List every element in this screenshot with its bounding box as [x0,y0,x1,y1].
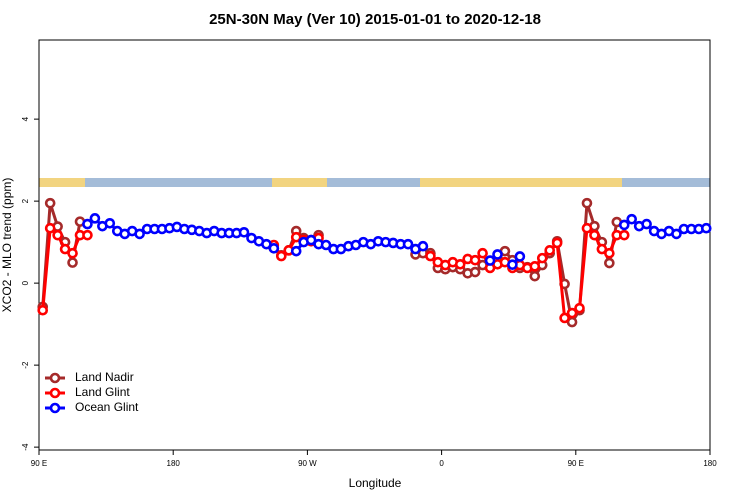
data-point [700,222,712,234]
data-point [417,240,429,252]
series [82,213,712,270]
data-point [268,242,280,254]
data-point [604,247,615,259]
data-point [82,229,93,241]
data-point [67,247,78,259]
data-point [581,222,593,234]
data-point [261,238,272,250]
y-tick-label: -2 [21,361,30,369]
data-point [52,229,63,241]
data-point [320,239,332,251]
data-point [507,259,518,270]
data-point [596,243,608,255]
data-point [305,234,317,246]
data-point [59,243,71,255]
legend-label: Land Nadir [75,370,134,384]
data-point [536,252,548,264]
y-tick-label: 0 [21,280,30,285]
x-tick-label: 0 [439,459,444,468]
data-point [626,213,638,225]
data-point [514,251,526,262]
x-axis-label: Longitude [349,476,402,490]
data-point [529,261,541,272]
plot-frame [38,39,711,451]
data-point [484,255,496,266]
data-point [37,304,49,316]
data-point [551,237,563,249]
land-band [39,178,85,187]
ocean-band [39,178,710,187]
x-tick-label: 180 [703,459,717,468]
data-point [82,218,93,230]
data-point [544,245,556,256]
data-point [276,250,287,262]
data-point [566,307,578,319]
data-point [469,266,481,278]
data-point [581,197,593,209]
data-point [67,257,78,268]
y-tick-label: 2 [21,198,30,203]
x-tick-label: 90 E [31,459,47,468]
data-point [290,245,302,257]
y-tick-label: -4 [21,443,30,451]
x-tick-label: 90 W [298,459,317,468]
y-tick-label: 4 [21,116,30,121]
data-point [402,238,414,250]
data-point [589,229,600,241]
data-point [134,228,145,240]
data-point [425,250,436,262]
land-band [420,178,622,187]
data-point [44,197,56,209]
data-point [529,270,541,282]
legend-label: Ocean Glint [75,400,139,414]
x-tick-label: 180 [167,459,181,468]
x-tick-label: 90 E [568,459,584,468]
data-point [604,257,615,269]
data-point [574,302,585,314]
legend-label: Land Glint [75,385,130,399]
data-point [469,254,481,266]
data-point [477,247,488,259]
data-point [238,226,250,238]
y-axis-label: XCO2 - MLO trend (ppm) [0,178,14,313]
legend-marker [49,402,61,414]
data-point [44,222,56,234]
legend-marker [49,387,61,399]
data-point [671,228,682,240]
data-point [454,258,466,270]
data-point [492,249,503,260]
chart-title: 25N-30N May (Ver 10) 2015-01-01 to 2020-… [209,11,541,28]
data-point [89,213,101,224]
data-point [618,229,630,241]
map-strip [39,178,710,187]
data-point [641,218,652,230]
data-point [104,217,116,229]
data-point [559,312,570,324]
data-point [618,219,630,231]
legend-marker [49,372,61,384]
land-band [272,178,327,187]
